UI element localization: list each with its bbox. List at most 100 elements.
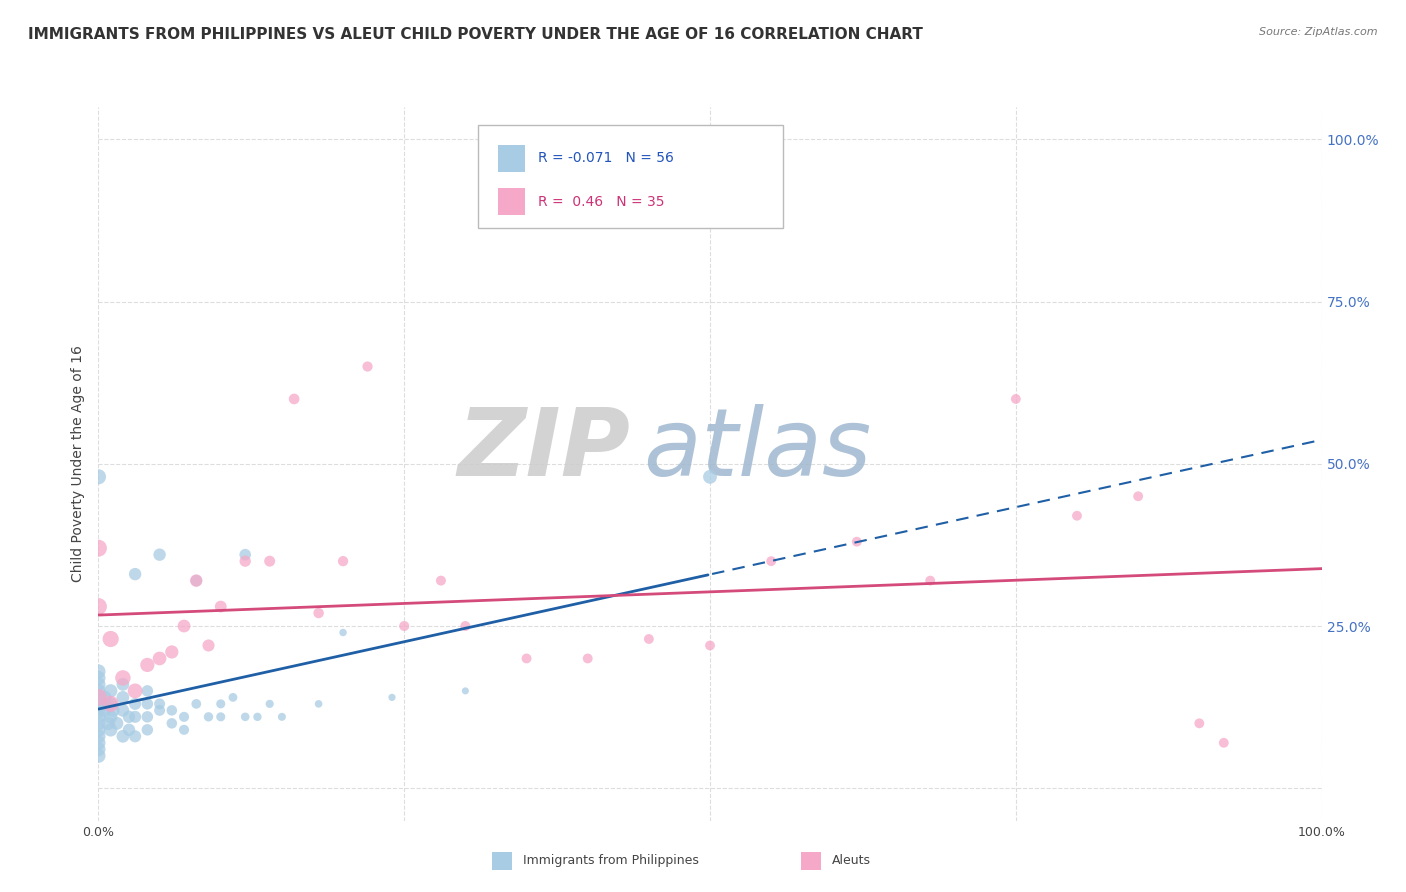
Point bbox=[259, 697, 281, 711]
Point bbox=[173, 710, 195, 724]
Point bbox=[87, 748, 110, 763]
Point bbox=[136, 657, 159, 672]
Point bbox=[87, 723, 110, 737]
Point bbox=[160, 703, 183, 717]
Point bbox=[1066, 508, 1088, 523]
Point bbox=[1004, 392, 1026, 406]
Point bbox=[308, 606, 330, 620]
Point bbox=[101, 703, 124, 717]
Point bbox=[259, 554, 281, 568]
Point bbox=[87, 697, 110, 711]
Point bbox=[93, 703, 115, 717]
Point bbox=[100, 684, 122, 698]
Point bbox=[87, 742, 110, 756]
Y-axis label: Child Poverty Under the Age of 16: Child Poverty Under the Age of 16 bbox=[72, 345, 86, 582]
Point bbox=[87, 677, 110, 691]
Point bbox=[1128, 489, 1150, 503]
Point bbox=[111, 690, 134, 705]
Point bbox=[454, 619, 477, 633]
Point bbox=[1212, 736, 1234, 750]
Point bbox=[87, 736, 110, 750]
FancyBboxPatch shape bbox=[498, 145, 526, 172]
Text: R =  0.46   N = 35: R = 0.46 N = 35 bbox=[537, 194, 664, 209]
Point bbox=[209, 710, 232, 724]
Point bbox=[270, 710, 294, 724]
FancyBboxPatch shape bbox=[498, 188, 526, 215]
Point bbox=[100, 632, 122, 646]
Point bbox=[222, 690, 245, 705]
Point bbox=[100, 697, 122, 711]
Point bbox=[149, 651, 172, 665]
FancyBboxPatch shape bbox=[478, 125, 783, 228]
Point bbox=[87, 671, 110, 685]
Point bbox=[246, 710, 269, 724]
Point bbox=[332, 625, 354, 640]
Point bbox=[111, 671, 134, 685]
Point bbox=[100, 697, 122, 711]
Point bbox=[124, 697, 146, 711]
Point bbox=[283, 392, 305, 406]
Point bbox=[173, 619, 195, 633]
Point bbox=[87, 541, 110, 556]
Point bbox=[136, 697, 159, 711]
Point bbox=[87, 599, 110, 614]
Point bbox=[111, 677, 134, 691]
Point bbox=[186, 574, 208, 588]
Point bbox=[845, 534, 868, 549]
Point bbox=[87, 710, 110, 724]
Point bbox=[430, 574, 453, 588]
Point bbox=[699, 639, 721, 653]
Point bbox=[332, 554, 354, 568]
Point bbox=[87, 703, 110, 717]
Point bbox=[118, 710, 141, 724]
Point bbox=[454, 684, 477, 698]
Point bbox=[97, 716, 120, 731]
Point bbox=[209, 599, 232, 614]
Point bbox=[149, 548, 172, 562]
Point bbox=[515, 651, 537, 665]
Point bbox=[173, 723, 195, 737]
Point bbox=[93, 697, 115, 711]
Point bbox=[761, 554, 783, 568]
Point bbox=[124, 567, 146, 582]
Text: R = -0.071   N = 56: R = -0.071 N = 56 bbox=[537, 152, 673, 165]
Point bbox=[209, 697, 232, 711]
Point bbox=[308, 697, 330, 711]
Point bbox=[111, 729, 134, 743]
Point bbox=[124, 729, 146, 743]
Point bbox=[186, 697, 208, 711]
Text: Immigrants from Philippines: Immigrants from Philippines bbox=[523, 855, 699, 867]
Text: IMMIGRANTS FROM PHILIPPINES VS ALEUT CHILD POVERTY UNDER THE AGE OF 16 CORRELATI: IMMIGRANTS FROM PHILIPPINES VS ALEUT CHI… bbox=[28, 27, 922, 42]
Point bbox=[87, 716, 110, 731]
Point bbox=[136, 684, 159, 698]
Text: ZIP: ZIP bbox=[457, 403, 630, 496]
Point bbox=[576, 651, 599, 665]
Point bbox=[233, 554, 256, 568]
Point bbox=[118, 723, 141, 737]
Point bbox=[149, 697, 172, 711]
Point bbox=[136, 710, 159, 724]
Point bbox=[105, 716, 128, 731]
Point bbox=[233, 548, 256, 562]
Point bbox=[381, 690, 404, 705]
Text: Source: ZipAtlas.com: Source: ZipAtlas.com bbox=[1260, 27, 1378, 37]
Text: atlas: atlas bbox=[643, 404, 870, 495]
Point bbox=[699, 470, 721, 484]
Point bbox=[87, 470, 110, 484]
Point bbox=[87, 729, 110, 743]
Point bbox=[356, 359, 378, 374]
Point bbox=[197, 710, 219, 724]
Point bbox=[100, 723, 122, 737]
Point bbox=[392, 619, 416, 633]
Point bbox=[160, 716, 183, 731]
Point bbox=[1188, 716, 1211, 731]
Point bbox=[87, 665, 110, 679]
Point bbox=[87, 690, 110, 705]
Point bbox=[124, 710, 146, 724]
Point bbox=[186, 574, 208, 588]
Text: Aleuts: Aleuts bbox=[832, 855, 872, 867]
Point bbox=[136, 723, 159, 737]
Point bbox=[233, 710, 256, 724]
Point bbox=[111, 703, 134, 717]
Point bbox=[920, 574, 942, 588]
